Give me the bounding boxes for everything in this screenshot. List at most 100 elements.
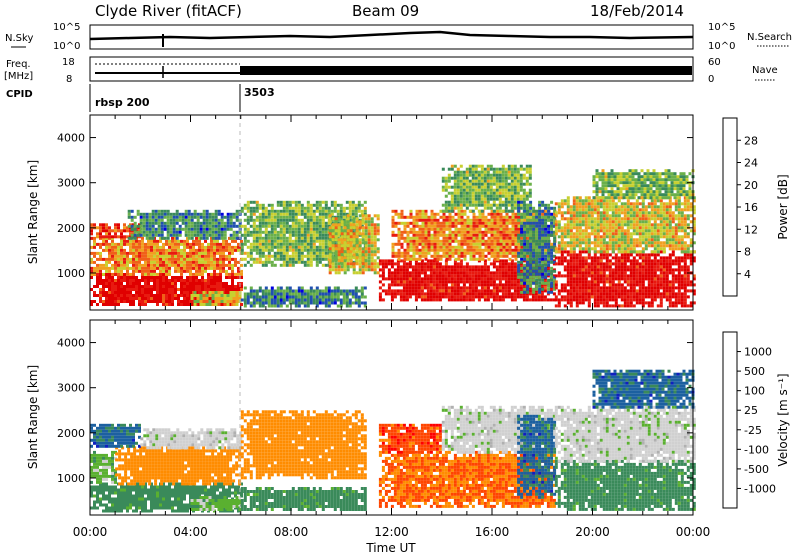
heatmap-cell [418, 227, 422, 231]
heatmap-cell [180, 291, 183, 294]
heatmap-cell [153, 242, 156, 246]
heatmap-cell [397, 242, 401, 246]
heatmap-cell [328, 244, 332, 248]
heatmap-cell [387, 259, 391, 263]
heatmap-cell [276, 224, 280, 228]
heatmap-cell [427, 218, 431, 222]
heatmap-cell [546, 292, 550, 296]
heatmap-cell [331, 226, 335, 230]
heatmap-cell [529, 218, 533, 222]
heatmap-cell [544, 218, 548, 222]
heatmap-cell [138, 245, 141, 249]
heatmap-cell [136, 230, 140, 234]
heatmap-cell [223, 300, 227, 303]
heatmap-cell [373, 232, 377, 236]
heatmap-cell [513, 262, 517, 266]
heatmap-cell [339, 206, 343, 210]
heatmap-cell [190, 236, 194, 240]
heatmap-cell [391, 215, 395, 219]
heatmap-cell [273, 304, 277, 308]
heatmap-cell [487, 236, 491, 240]
heatmap-cell [216, 248, 219, 252]
heatmap-cell [487, 227, 491, 231]
heatmap-cell [376, 271, 380, 275]
heatmap-cell [486, 298, 490, 302]
heatmap-cell [349, 253, 353, 257]
heatmap-cell [442, 218, 446, 222]
heatmap-cell [216, 279, 219, 282]
heatmap-cell [199, 212, 203, 216]
heatmap-cell [309, 289, 313, 293]
heatmap-cell [436, 254, 440, 258]
heatmap-cell [204, 254, 207, 258]
heatmap-cell [424, 233, 428, 237]
heatmap-cell [504, 203, 508, 207]
heatmap-cell [226, 300, 230, 303]
heatmap-cell [222, 254, 225, 258]
heatmap-cell [510, 182, 514, 186]
heatmap-cell [306, 257, 310, 261]
heatmap-cell [337, 217, 341, 221]
heatmap-cell [535, 227, 539, 231]
heatmap-cell [141, 303, 144, 306]
heatmap-cell [235, 230, 239, 234]
heatmap-cell [235, 218, 239, 222]
heatmap-cell [453, 170, 457, 174]
heatmap-cell [261, 292, 265, 296]
heatmap-cell [517, 245, 521, 249]
heatmap-cell [469, 224, 473, 228]
heatmap-cell [159, 273, 162, 276]
heatmap-cell [318, 233, 322, 237]
heatmap-cell [405, 271, 409, 275]
heatmap-cell [468, 268, 472, 272]
heatmap-cell [196, 212, 200, 216]
heatmap-cell [261, 295, 265, 299]
heatmap-cell [472, 254, 476, 258]
heatmap-cell [465, 167, 469, 171]
heatmap-cell [219, 251, 222, 255]
heatmap-cell [438, 277, 442, 281]
heatmap-cell [508, 236, 512, 240]
heatmap-cell [160, 215, 164, 219]
heatmap-cell [544, 272, 548, 276]
heatmap-cell [507, 176, 511, 180]
heatmap-cell [469, 218, 473, 222]
heatmap-cell [349, 250, 353, 254]
heatmap-cell [246, 209, 250, 213]
heatmap-cell [402, 298, 406, 302]
heatmap-cell [477, 283, 481, 287]
heatmap-cell [226, 303, 230, 306]
heatmap-cell [495, 286, 499, 290]
heatmap-cell [364, 262, 368, 266]
heatmap-cell [228, 285, 231, 288]
heatmap-cell [139, 221, 143, 225]
heatmap-cell [297, 292, 301, 296]
heatmap-cell [331, 223, 335, 227]
heatmap-cell [348, 206, 352, 210]
heatmap-cell [163, 221, 167, 225]
heatmap-cell [237, 266, 240, 270]
heatmap-cell [492, 271, 496, 275]
heatmap-cell [193, 291, 197, 294]
heatmap-cell [519, 164, 523, 168]
heatmap-cell [126, 276, 129, 279]
heatmap-cell [270, 203, 274, 207]
heatmap-cell [183, 294, 186, 297]
heatmap-cell [403, 251, 407, 255]
heatmap-cell [90, 266, 93, 270]
heatmap-cell [381, 259, 385, 263]
heatmap-cell [138, 254, 141, 258]
heatmap-cell [96, 242, 99, 246]
heatmap-cell [117, 285, 120, 288]
heatmap-cell [447, 286, 451, 290]
heatmap-cell [264, 212, 268, 216]
heatmap-cell [457, 239, 461, 243]
heatmap-cell [348, 301, 352, 305]
heatmap-cell [129, 276, 132, 279]
heatmap-cell [309, 233, 313, 237]
heatmap-cell [156, 291, 159, 294]
heatmap-cell [183, 242, 186, 246]
heatmap-cell [162, 282, 165, 285]
heatmap-cell [352, 268, 356, 272]
heatmap-cell [519, 206, 523, 210]
